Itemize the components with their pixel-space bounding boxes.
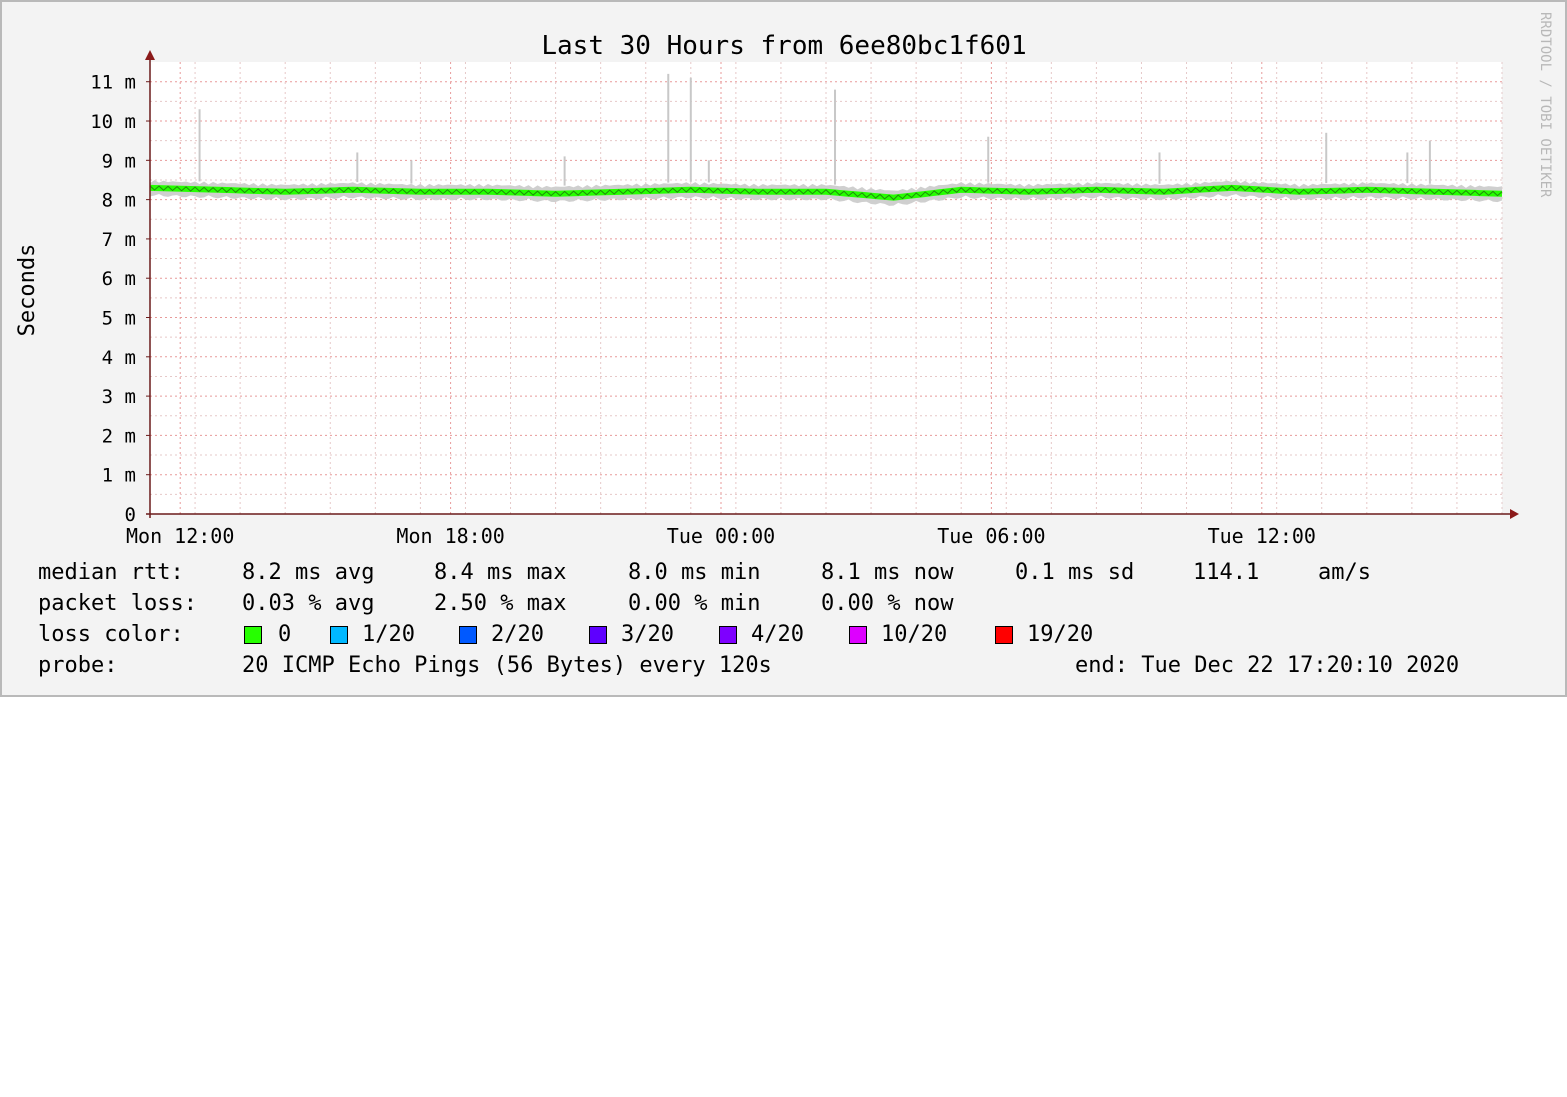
median-rtt-avg: 8.2 ms avg bbox=[242, 560, 375, 585]
chart-title: Last 30 Hours from 6ee80bc1f601 bbox=[541, 31, 1026, 61]
y-tick-label: 7 m bbox=[102, 229, 136, 251]
median-rtt-ams-unit: am/s bbox=[1318, 560, 1371, 585]
y-tick-label: 10 m bbox=[90, 111, 136, 133]
x-tick-label: Tue 12:00 bbox=[1208, 524, 1316, 548]
loss-swatch-6 bbox=[995, 626, 1013, 644]
packet-loss-avg: 0.03 % avg bbox=[242, 591, 375, 616]
packet-loss-row: packet loss: 0.03 % avg 2.50 % max 0.00 … bbox=[38, 590, 953, 618]
rtt-chart: 0 1 m 2 m 3 m 4 m 5 m 6 m 7 m 8 m 9 m 10 m 11 m Mon … bbox=[15, 12, 1553, 548]
median-rtt-ams: 114.1 bbox=[1193, 560, 1260, 585]
probe-end-time: end: Tue Dec 22 17:20:10 2020 bbox=[1075, 653, 1460, 678]
graph-frame: 0 1 m 2 m 3 m 4 m 5 m 6 m 7 m 8 m 9 m 10 m 11 m Mon … bbox=[0, 0, 1567, 697]
y-tick-label: 6 m bbox=[102, 268, 136, 290]
loss-swatch-4 bbox=[719, 626, 737, 644]
loss-swatch-5 bbox=[849, 626, 867, 644]
probe-value: 20 ICMP Echo Pings (56 Bytes) every 120s bbox=[242, 653, 772, 678]
loss-swatch-1 bbox=[330, 626, 348, 644]
median-rtt-detail-line bbox=[149, 185, 1503, 201]
median-rtt-row: median rtt: 8.2 ms avg 8.4 ms max 8.0 ms… bbox=[38, 559, 1371, 587]
x-tick-label: Mon 12:00 bbox=[126, 524, 234, 548]
loss-swatch-0 bbox=[244, 626, 262, 644]
loss-label-6: 19/20 bbox=[1027, 622, 1094, 647]
y-tick-label: 3 m bbox=[102, 386, 136, 408]
y-axis-label: Seconds bbox=[15, 244, 40, 337]
loss-color-row: loss color: 0 1/20 2/20 3/20 4/20 10/20 … bbox=[38, 621, 1093, 649]
packet-loss-now: 0.00 % now bbox=[821, 591, 954, 616]
rrdtool-watermark: RRDTOOL / TOBI OETIKER bbox=[1537, 12, 1553, 198]
probe-row: probe: 20 ICMP Echo Pings (56 Bytes) eve… bbox=[38, 652, 1459, 680]
packet-loss-max: 2.50 % max bbox=[434, 591, 567, 616]
median-rtt-sd: 0.1 ms sd bbox=[1015, 560, 1135, 585]
median-rtt-now: 8.1 ms now bbox=[821, 560, 954, 585]
loss-label-3: 3/20 bbox=[621, 622, 674, 647]
loss-label-1: 1/20 bbox=[362, 622, 415, 647]
x-tick-label: Mon 18:00 bbox=[396, 524, 504, 548]
median-rtt-max: 8.4 ms max bbox=[434, 560, 567, 585]
x-tick-label: Tue 00:00 bbox=[667, 524, 775, 548]
loss-swatch-2 bbox=[459, 626, 477, 644]
y-tick-label: 4 m bbox=[102, 347, 136, 369]
packet-loss-min: 0.00 % min bbox=[628, 591, 761, 616]
loss-label-2: 2/20 bbox=[491, 622, 544, 647]
y-tick-label: 5 m bbox=[102, 308, 136, 330]
y-tick-label: 11 m bbox=[90, 72, 136, 94]
median-rtt-line bbox=[149, 184, 1503, 201]
median-rtt-min: 8.0 ms min bbox=[628, 560, 761, 585]
x-tick-label: Tue 06:00 bbox=[937, 524, 1045, 548]
y-tick-label: 9 m bbox=[102, 150, 136, 172]
x-axis-arrow bbox=[1510, 509, 1519, 519]
y-axis-arrow bbox=[145, 50, 155, 60]
probe-label: probe: bbox=[38, 653, 118, 678]
loss-label-5: 10/20 bbox=[881, 622, 948, 647]
y-tick-label: 2 m bbox=[102, 425, 136, 447]
y-tick-label: 8 m bbox=[102, 190, 136, 212]
loss-label-4: 4/20 bbox=[751, 622, 804, 647]
loss-swatch-3 bbox=[589, 626, 607, 644]
loss-color-label: loss color: bbox=[38, 622, 184, 647]
y-tick-label: 1 m bbox=[102, 465, 136, 487]
packet-loss-label: packet loss: bbox=[38, 591, 197, 616]
median-rtt-label: median rtt: bbox=[38, 560, 184, 585]
loss-label-0: 0 bbox=[278, 622, 292, 647]
y-tick-label: 0 bbox=[125, 504, 136, 526]
